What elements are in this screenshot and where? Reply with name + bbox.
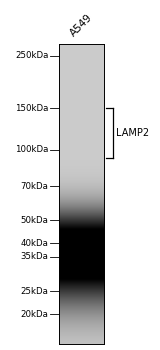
Text: A549: A549 bbox=[68, 12, 95, 38]
Text: 25kDa: 25kDa bbox=[21, 287, 48, 296]
Text: 250kDa: 250kDa bbox=[15, 51, 48, 61]
Text: 50kDa: 50kDa bbox=[21, 216, 48, 225]
Text: 70kDa: 70kDa bbox=[21, 182, 48, 190]
Text: 20kDa: 20kDa bbox=[21, 310, 48, 318]
Text: 40kDa: 40kDa bbox=[21, 239, 48, 248]
Text: 150kDa: 150kDa bbox=[15, 104, 48, 113]
Text: 35kDa: 35kDa bbox=[21, 252, 48, 261]
Text: LAMP2: LAMP2 bbox=[116, 128, 149, 138]
Text: 100kDa: 100kDa bbox=[15, 145, 48, 154]
